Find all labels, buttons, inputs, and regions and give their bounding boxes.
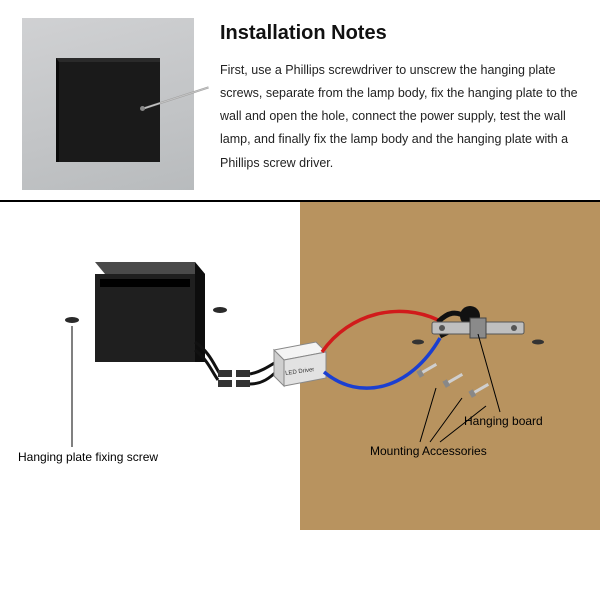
- label-hanging-plate-screw: Hanging plate fixing screw: [18, 450, 158, 464]
- notes-column: Installation Notes First, use a Phillips…: [220, 18, 578, 190]
- top-section: Installation Notes First, use a Phillips…: [0, 0, 600, 200]
- product-photo: [22, 18, 194, 190]
- installation-diagram: LED Driver: [0, 200, 600, 530]
- screw-head: [140, 106, 145, 111]
- label-mounting-accessories: Mounting Accessories: [370, 444, 487, 458]
- installation-notes-body: First, use a Phillips screwdriver to uns…: [220, 59, 578, 175]
- diagram-wall-panel: [300, 202, 600, 530]
- diagram-left-panel: [0, 202, 300, 530]
- label-hanging-board: Hanging board: [464, 414, 543, 428]
- installation-notes-title: Installation Notes: [220, 22, 578, 45]
